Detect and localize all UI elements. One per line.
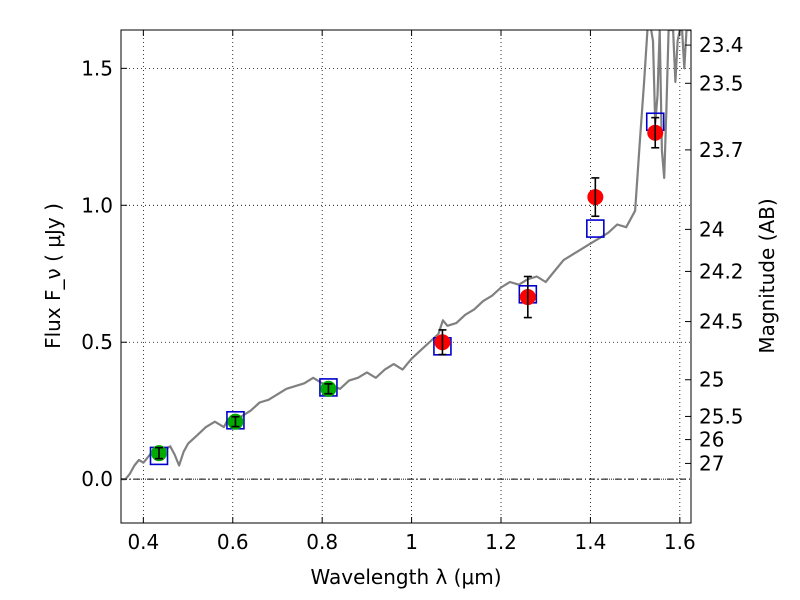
y-tick-label: 0.0 bbox=[81, 467, 113, 491]
x-tick-label: 0.4 bbox=[127, 530, 159, 554]
grid bbox=[121, 30, 691, 523]
x-tick-label: 1.4 bbox=[575, 530, 607, 554]
magnitude-tick-label: 27 bbox=[699, 451, 724, 475]
magnitude-tick-label: 24.2 bbox=[699, 259, 744, 283]
axis-ticks: 0.4 0.6 0.8 1 1.2 1.4 1.6 0.0 0.5 1.0 1.5 23.4 23.5 2… bbox=[81, 30, 744, 554]
magnitude-tick-label: 23.7 bbox=[699, 138, 744, 162]
y-tick-label: 0.5 bbox=[81, 330, 113, 354]
magnitude-axis-title: Magnitude (AB) bbox=[755, 198, 779, 353]
magnitude-tick-label: 23.5 bbox=[699, 71, 744, 95]
magnitude-tick-label: 25.5 bbox=[699, 404, 744, 428]
x-tick-label: 1 bbox=[405, 530, 418, 554]
plot-frame bbox=[120, 29, 692, 524]
magnitude-tick-label: 26 bbox=[699, 428, 724, 452]
plot-area bbox=[121, 30, 691, 523]
x-tick-label: 0.6 bbox=[217, 530, 249, 554]
x-axis-title: Wavelength λ (μm) bbox=[310, 565, 501, 589]
magnitude-tick-label: 24.5 bbox=[699, 310, 744, 334]
x-tick-label: 1.6 bbox=[664, 530, 696, 554]
magnitude-tick-label: 24 bbox=[699, 217, 724, 241]
model-photometry-square bbox=[586, 219, 605, 238]
y-tick-label: 1.0 bbox=[81, 193, 113, 217]
y-axis-title: Flux F_ν ( μJy ) bbox=[41, 203, 65, 349]
y-tick-label: 1.5 bbox=[81, 56, 113, 80]
magnitude-tick-label: 23.4 bbox=[699, 33, 744, 57]
x-tick-label: 1.2 bbox=[485, 530, 517, 554]
magnitude-tick-label: 25 bbox=[699, 368, 724, 392]
x-tick-label: 0.8 bbox=[306, 530, 338, 554]
plot-layer bbox=[121, 30, 691, 481]
